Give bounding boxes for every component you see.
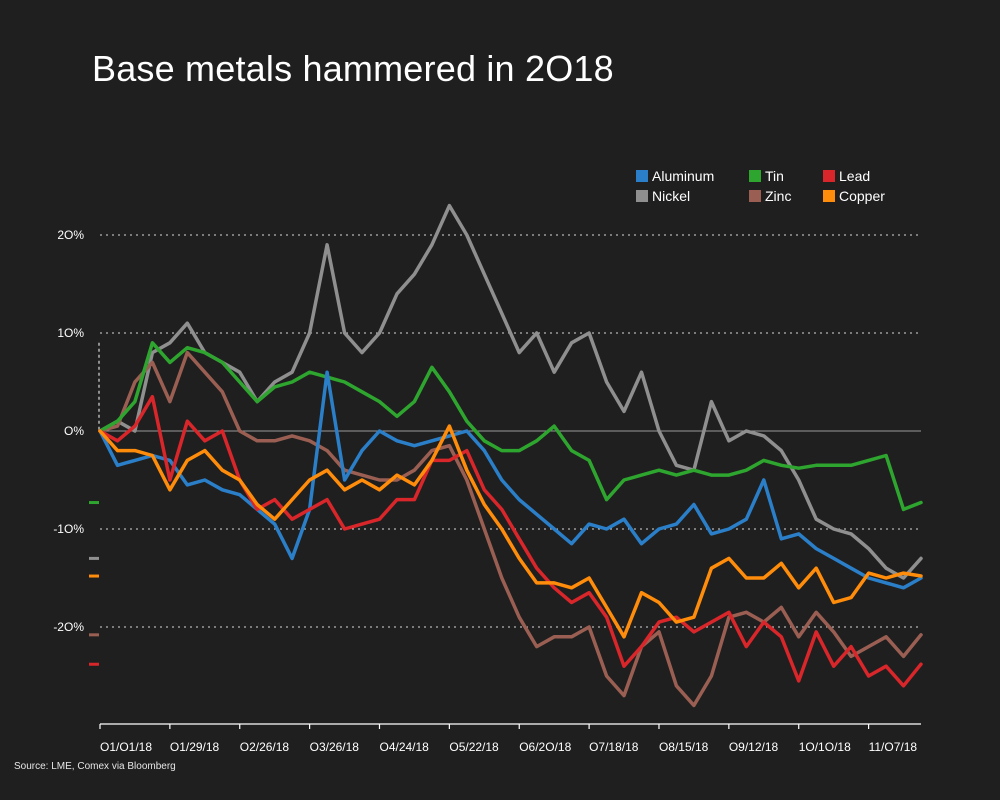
series-zinc (98, 350, 923, 708)
series-tin (98, 341, 923, 512)
legend: Aluminum Tin Lead Nickel Zinc Copper (636, 168, 923, 204)
legend-item-copper: Copper (823, 188, 923, 204)
line-copper (98, 424, 923, 639)
line-lead (98, 394, 923, 688)
legend-item-zinc: Zinc (749, 188, 823, 204)
legend-label: Aluminum (652, 168, 715, 184)
x-tick-label: 11/O7/18 (869, 740, 918, 754)
x-tick-label: 1O/1O/18 (799, 740, 851, 754)
legend-item-nickel: Nickel (636, 188, 749, 204)
y-tick-label: -2O% (53, 620, 84, 634)
series-lead (98, 394, 923, 688)
x-tick-label: O3/26/18 (310, 740, 360, 754)
chart-title: Base metals hammered in 2O18 (92, 48, 614, 89)
line-zinc (98, 350, 923, 708)
legend-item-tin: Tin (749, 168, 823, 184)
x-tick-label: O2/26/18 (240, 740, 290, 754)
legend-swatch (636, 190, 648, 202)
x-axis: O1/O1/18 O1/29/18 O2/26/18 O3/26/18 O4/24/18… (99, 723, 921, 754)
x-tick-label: O7/18/18 (589, 740, 639, 754)
x-tick-label: O4/24/18 (379, 740, 429, 754)
legend-label: Tin (765, 168, 784, 184)
legend-label: Nickel (652, 188, 691, 204)
legend-label: Lead (839, 168, 871, 184)
x-tick-label: O6/2O/18 (519, 740, 571, 754)
source-note: Source: LME, Comex via Bloomberg (14, 761, 176, 772)
series-lines (98, 203, 923, 708)
line-tin (98, 341, 923, 512)
legend-swatch (749, 190, 761, 202)
x-tick-label: O8/15/18 (659, 740, 709, 754)
line-nickel (98, 203, 923, 580)
gridlines (100, 234, 921, 628)
legend-label: Copper (839, 188, 885, 204)
series-copper (98, 424, 923, 639)
legend-item-lead: Lead (823, 168, 923, 184)
x-tick-label: O1/29/18 (170, 740, 220, 754)
x-tick-label: O5/22/18 (449, 740, 499, 754)
y-tick-label: 2O% (57, 228, 84, 242)
series-aluminum (98, 370, 923, 590)
legend-item-aluminum: Aluminum (636, 168, 749, 184)
y-tick-label: 1O% (57, 326, 84, 340)
legend-label: Zinc (765, 188, 792, 204)
legend-swatch (823, 170, 835, 182)
line-aluminum (98, 370, 923, 590)
legend-swatch (636, 170, 648, 182)
y-tick-label: -1O% (53, 522, 84, 536)
legend-swatch (823, 190, 835, 202)
y-tick-label: O% (64, 424, 84, 438)
x-tick-label: O9/12/18 (729, 740, 779, 754)
y-axis: 2O% 1O% O% -1O% -2O% (53, 228, 84, 634)
side-markers (89, 342, 100, 666)
legend-swatch (749, 170, 761, 182)
x-tick-label: O1/O1/18 (100, 740, 152, 754)
